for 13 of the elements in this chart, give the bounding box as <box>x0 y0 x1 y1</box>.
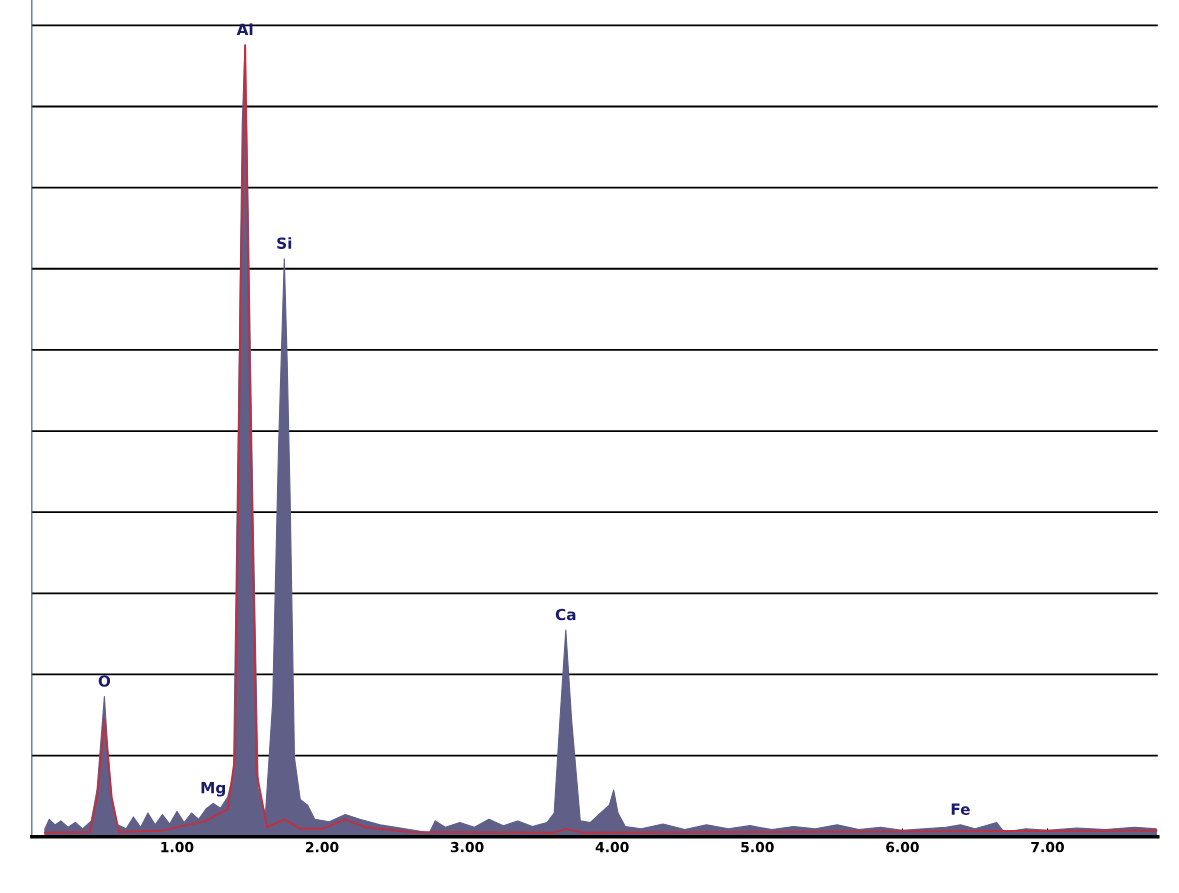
x-tick-label: 7.00 <box>1031 841 1064 853</box>
x-tick-label: 3.00 <box>450 841 484 853</box>
annotation: Ca <box>555 608 576 621</box>
x-tick-label: 6.00 <box>886 841 919 853</box>
x-tick-label: 5.00 <box>741 841 774 853</box>
annotation: Mg <box>201 782 225 797</box>
annotation: Al <box>236 23 253 35</box>
annotation: O <box>98 675 111 687</box>
annotation: Fe <box>951 803 970 815</box>
x-tick-label: 1.00 <box>161 841 194 853</box>
x-tick-label: 2.00 <box>305 841 339 853</box>
annotation: Si <box>277 237 292 249</box>
x-tick-label: 4.00 <box>595 841 629 853</box>
